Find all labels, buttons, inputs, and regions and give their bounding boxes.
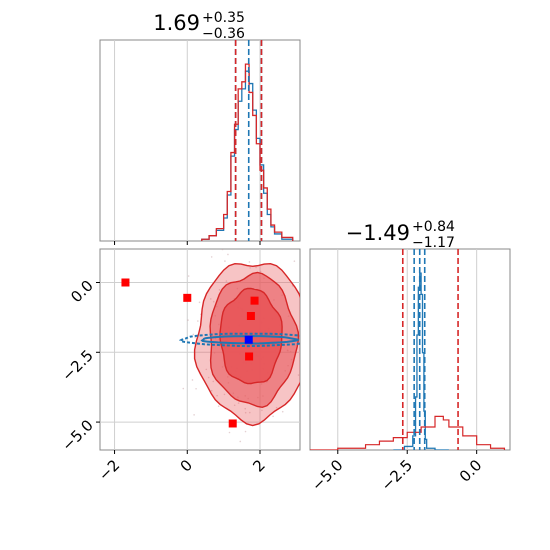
histogram-param2-series-b [310, 415, 506, 450]
sample-point [195, 387, 197, 390]
sample-point [233, 404, 236, 407]
sample-point [259, 270, 262, 273]
sample-point [218, 289, 221, 291]
tick-label-x-param2: −5.0 [308, 456, 346, 494]
tick-label-x-param2: 0.0 [456, 456, 486, 486]
title-param1-value: 1.69 [153, 11, 200, 35]
sample-point [205, 368, 208, 371]
tick-label-y-param2: −2.5 [58, 346, 96, 384]
sample-marker [183, 293, 192, 302]
sample-point [207, 376, 210, 379]
title-param2: −1.49 +0.84 −1.17 [346, 219, 455, 251]
sample-point [217, 405, 220, 408]
sample-point [249, 267, 251, 269]
sample-marker [228, 419, 237, 428]
sample-point [210, 256, 213, 258]
sample-point [224, 260, 226, 262]
sample-point [210, 389, 213, 392]
sample-point [239, 440, 242, 443]
title-param1-minus: −0.36 [202, 26, 245, 42]
panel-scatter [99, 248, 301, 451]
sample-point [198, 301, 201, 304]
sample-point [261, 409, 263, 412]
tick-label-y-param2: 0.0 [67, 277, 97, 307]
sample-point [227, 253, 229, 256]
sample-point [212, 380, 215, 383]
contour-series-a [200, 335, 299, 345]
sample-point [212, 300, 215, 303]
sample-point [225, 280, 228, 282]
sample-point [192, 333, 195, 336]
sample-marker [121, 278, 130, 287]
sample-point [248, 411, 251, 414]
sample-point [272, 242, 274, 244]
sample-marker [245, 352, 254, 361]
title-param2-value: −1.49 [346, 221, 410, 245]
sample-point [244, 430, 247, 433]
tick-label-x-param1: 2 [249, 456, 268, 475]
histogram-param2-series-a [393, 272, 449, 450]
title-param1: 1.69 +0.35 −0.36 [153, 10, 245, 42]
sample-point [193, 414, 195, 416]
sample-point [187, 319, 189, 321]
title-param2-plus: +0.84 [412, 219, 455, 235]
sample-point [302, 385, 304, 387]
sample-point [223, 393, 226, 396]
tick-label-y-param2: −5.0 [58, 416, 96, 454]
panel-hist-param1 [99, 39, 301, 242]
sample-point [273, 235, 275, 237]
sample-point [237, 402, 240, 404]
sample-point [281, 410, 284, 413]
sample-point [275, 406, 278, 409]
contour-series-a [179, 332, 300, 348]
histogram-param1-series-b [201, 63, 294, 241]
sample-point [297, 374, 300, 376]
sample-marker [250, 296, 259, 305]
sample-point [221, 249, 224, 251]
sample-point [197, 320, 199, 322]
tick-label-x-param2: −2.5 [378, 456, 416, 494]
sample-marker [246, 312, 255, 320]
sample-point [244, 407, 247, 410]
sample-point [228, 431, 231, 434]
sample-point [191, 379, 194, 381]
sample-point [182, 387, 185, 390]
sample-point [293, 260, 296, 262]
sample-point [194, 336, 197, 339]
sample-point [306, 333, 308, 335]
title-param2-minus: −1.17 [412, 235, 455, 251]
sample-point [209, 298, 212, 300]
sample-point [187, 275, 190, 277]
tick-label-x-param1: −2 [95, 456, 123, 484]
sample-point [272, 415, 274, 418]
tick-label-x-param1: 0 [177, 456, 196, 475]
title-param1-plus: +0.35 [202, 10, 245, 26]
sample-point [244, 411, 247, 414]
truth-marker [244, 335, 253, 344]
panel-hist-param2 [309, 248, 511, 451]
sample-point [255, 266, 257, 269]
histogram-param1-series-a [201, 70, 294, 241]
sample-point [248, 261, 251, 263]
sample-point [320, 389, 322, 391]
sample-point [216, 394, 218, 397]
